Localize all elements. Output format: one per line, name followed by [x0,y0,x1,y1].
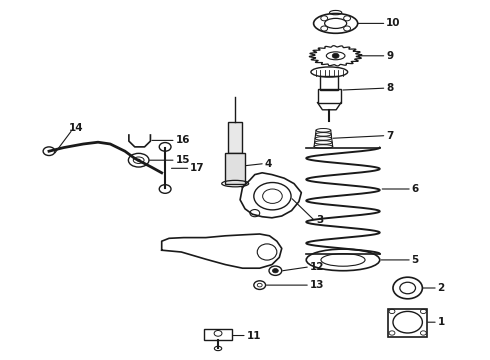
Text: 10: 10 [386,18,401,28]
Circle shape [343,26,350,31]
Text: 5: 5 [412,255,419,265]
Text: 4: 4 [265,159,272,169]
Text: 1: 1 [438,317,445,327]
Text: 13: 13 [310,280,324,290]
Text: 12: 12 [310,262,324,272]
Text: 17: 17 [190,163,205,173]
Text: 16: 16 [175,135,190,145]
FancyBboxPatch shape [225,153,245,184]
Circle shape [321,26,328,31]
Text: 15: 15 [175,155,190,165]
Text: 11: 11 [246,330,261,341]
FancyBboxPatch shape [228,122,242,153]
Text: 8: 8 [386,83,393,93]
Text: 7: 7 [386,131,393,141]
Text: 9: 9 [386,51,393,61]
Circle shape [343,16,350,21]
Circle shape [272,269,278,273]
Circle shape [332,53,339,58]
Circle shape [137,159,141,162]
Text: 2: 2 [438,283,445,293]
Text: 6: 6 [412,184,419,194]
Circle shape [321,16,328,21]
Text: 3: 3 [316,215,323,225]
Text: 14: 14 [69,123,83,133]
